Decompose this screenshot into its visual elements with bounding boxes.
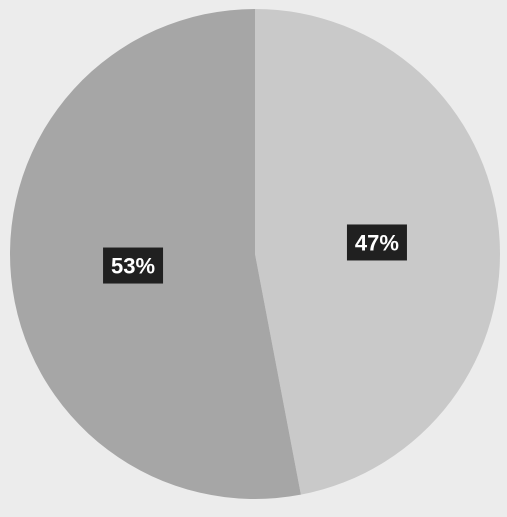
slice-label-1: 53% (103, 247, 164, 284)
slice-label-0: 47% (346, 224, 407, 261)
slice-label-background (103, 247, 164, 284)
slice-label-text: 47% (355, 230, 399, 255)
pie-slices (9, 9, 500, 500)
pie-labels: 47% 53% (103, 224, 407, 284)
slice-label-text: 53% (111, 254, 155, 279)
slice-label-background (346, 224, 407, 261)
